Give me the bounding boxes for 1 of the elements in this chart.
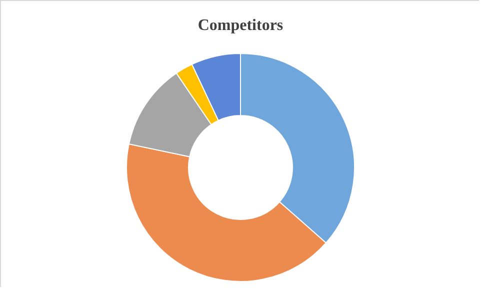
chart-title: Competitors <box>198 17 284 34</box>
